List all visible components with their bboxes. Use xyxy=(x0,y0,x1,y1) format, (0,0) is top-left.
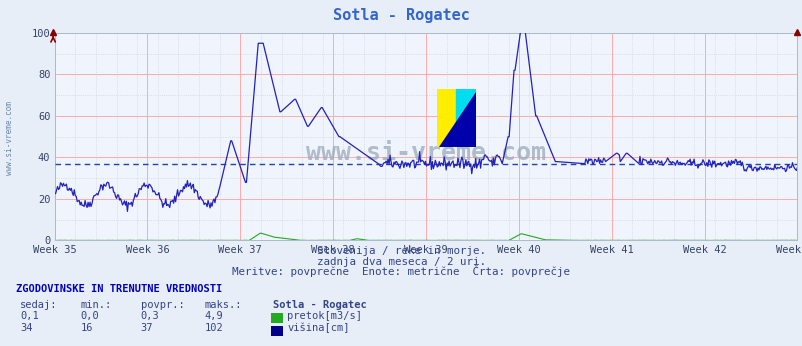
Text: Sotla - Rogatec: Sotla - Rogatec xyxy=(333,8,469,23)
Text: 0,0: 0,0 xyxy=(80,311,99,321)
Text: zadnja dva meseca / 2 uri.: zadnja dva meseca / 2 uri. xyxy=(317,257,485,267)
Text: sedaj:: sedaj: xyxy=(20,300,58,310)
Text: višina[cm]: višina[cm] xyxy=(287,323,350,334)
Text: maks.:: maks.: xyxy=(205,300,242,310)
Text: pretok[m3/s]: pretok[m3/s] xyxy=(287,311,362,321)
Text: 37: 37 xyxy=(140,324,153,334)
Text: 0,3: 0,3 xyxy=(140,311,159,321)
Text: www.si-vreme.com: www.si-vreme.com xyxy=(306,141,545,165)
Text: ZGODOVINSKE IN TRENUTNE VREDNOSTI: ZGODOVINSKE IN TRENUTNE VREDNOSTI xyxy=(16,284,222,294)
Text: 102: 102 xyxy=(205,324,223,334)
Polygon shape xyxy=(439,92,475,147)
Bar xyxy=(436,89,456,147)
Text: 0,1: 0,1 xyxy=(20,311,38,321)
Text: Meritve: povprečne  Enote: metrične  Črta: povprečje: Meritve: povprečne Enote: metrične Črta:… xyxy=(233,265,569,277)
Text: 34: 34 xyxy=(20,324,33,334)
Text: www.si-vreme.com: www.si-vreme.com xyxy=(5,101,14,175)
Bar xyxy=(456,89,475,147)
Text: Sotla - Rogatec: Sotla - Rogatec xyxy=(273,300,367,310)
Text: min.:: min.: xyxy=(80,300,111,310)
Text: povpr.:: povpr.: xyxy=(140,300,184,310)
Text: Slovenija / reke in morje.: Slovenija / reke in morje. xyxy=(317,246,485,256)
Text: 4,9: 4,9 xyxy=(205,311,223,321)
Text: 16: 16 xyxy=(80,324,93,334)
